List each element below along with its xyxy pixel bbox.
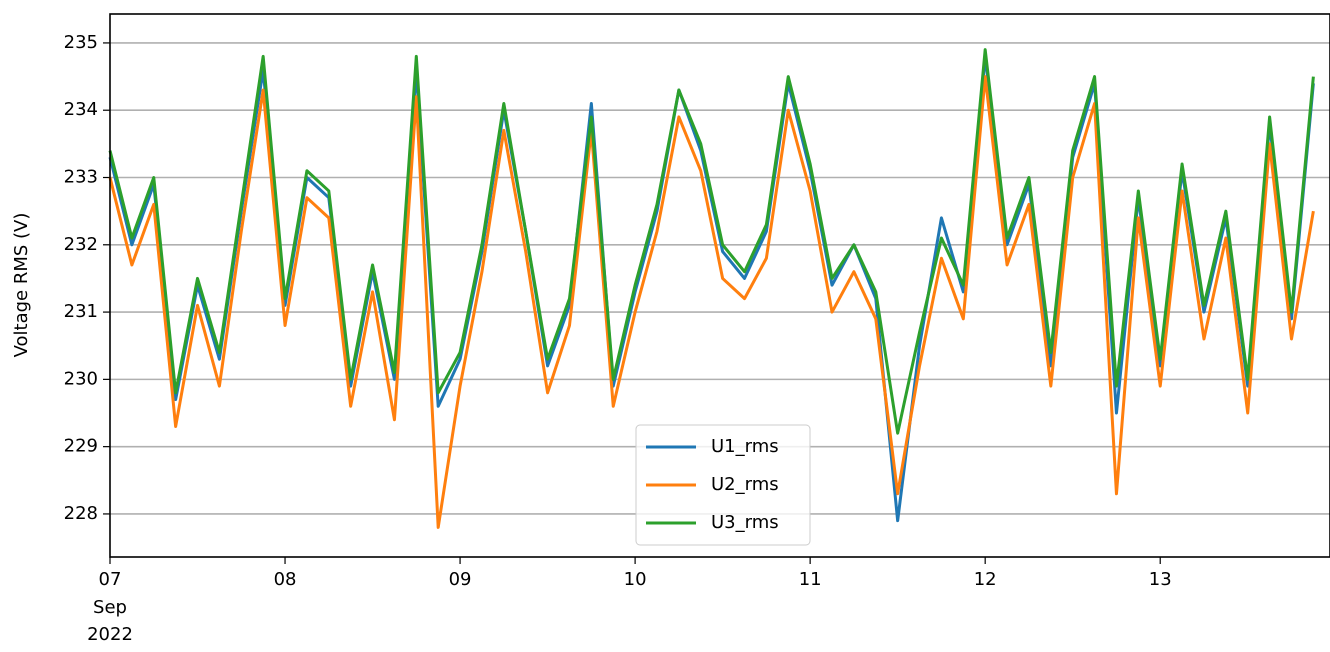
x-tick-label: 07 (99, 569, 122, 590)
legend-box (635, 424, 811, 546)
x-tick-label: 09 (449, 569, 472, 590)
y-tick-label: 235 (64, 32, 98, 53)
legend-label: U1_rms (711, 436, 779, 457)
x-tick-label: 10 (624, 569, 647, 590)
x-tick-label: 08 (274, 569, 297, 590)
y-tick-label: 229 (64, 436, 98, 457)
y-tick-label: 233 (64, 167, 98, 188)
series-line (108, 48, 1315, 435)
y-tick-label: 230 (64, 368, 98, 389)
y-tick-label: 228 (64, 503, 98, 524)
plot-frame (109, 13, 1330, 558)
y-tick-label: 234 (64, 99, 98, 120)
y-tick-label: 232 (64, 234, 98, 255)
series-line (108, 75, 1315, 529)
x-tick-label: 11 (799, 569, 822, 590)
y-tick-label: 231 (64, 301, 98, 322)
x-tick-label: 12 (974, 569, 997, 590)
x-month-label: Sep (93, 597, 127, 618)
x-tick-label: 13 (1149, 569, 1172, 590)
y-axis-label: Voltage RMS (V) (11, 213, 32, 358)
x-year-label: 2022 (87, 624, 133, 645)
legend-label: U2_rms (711, 474, 779, 495)
legend-label: U3_rms (711, 512, 779, 533)
